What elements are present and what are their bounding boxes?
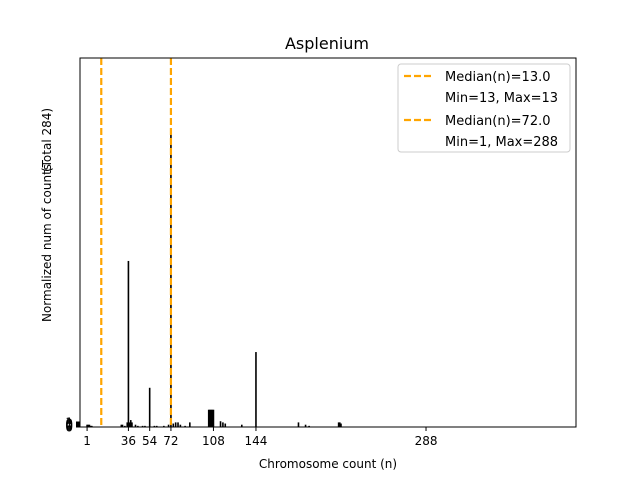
bar (172, 423, 175, 427)
bar (211, 409, 214, 427)
x-tick-label: 72 (163, 434, 178, 448)
x-axis-ticks: 1 36 54 72 108 144 288 (83, 427, 437, 448)
x-tick-label: 54 (142, 434, 157, 448)
bar (308, 425, 310, 427)
chart-title: Asplenium (285, 34, 369, 53)
bar (127, 260, 130, 427)
x-tick-label: 144 (245, 434, 268, 448)
legend: Median(n)=13.0 Min=13, Max=13 Median(n)=… (397, 63, 571, 153)
y-axis-total-label: (Total 284) (40, 108, 54, 172)
bar (163, 425, 165, 427)
y-tick-label: 1 (65, 416, 73, 430)
bar (207, 409, 210, 427)
bar (337, 422, 340, 427)
legend-label-2: Median(n)=72.0 (445, 114, 551, 129)
bar (167, 424, 170, 427)
bar (121, 424, 124, 427)
bar (91, 425, 93, 427)
x-axis-label: Chromosome count (n) (259, 457, 397, 471)
legend-sublabel-2: Min=1, Max=288 (445, 135, 558, 150)
median-lines (100, 58, 173, 427)
bar (134, 424, 137, 427)
bar (222, 422, 224, 427)
bar (88, 424, 91, 427)
bar (120, 424, 123, 427)
y-axis-label: Normalized num of counts (40, 164, 54, 322)
bar (141, 425, 144, 427)
bar (189, 422, 191, 427)
bar (148, 387, 151, 427)
y-tick-label: 0 (65, 418, 73, 432)
axes-frame (79, 57, 577, 428)
bar (126, 422, 129, 427)
bar (155, 425, 158, 427)
legend-box (397, 63, 571, 153)
bar (89, 425, 92, 427)
bar (210, 409, 212, 427)
x-tick-label: 1 (83, 434, 91, 448)
bar (339, 422, 341, 427)
bar (124, 425, 126, 427)
bar (129, 420, 132, 427)
y-tick-label: 0 (65, 421, 73, 435)
bar (209, 409, 211, 427)
bar (128, 422, 131, 427)
bars (86, 134, 342, 428)
bar (304, 424, 307, 427)
bar (184, 425, 186, 427)
legend-sublabel-1: Min=13, Max=13 (445, 91, 558, 106)
bar (179, 424, 182, 427)
y-tick-label: 0 (65, 419, 73, 433)
x-tick-label: 108 (202, 434, 225, 448)
y-tick-label: 0 (65, 417, 73, 431)
x-tick-label: 288 (415, 434, 438, 448)
bar (177, 422, 179, 427)
bar (219, 421, 222, 427)
bar (87, 424, 90, 427)
legend-label-1: Median(n)=13.0 (445, 70, 551, 85)
y-tick-label: 0 (65, 420, 73, 434)
bar (174, 422, 177, 427)
bar (212, 409, 215, 427)
bar (144, 425, 146, 427)
bar (340, 423, 342, 427)
bar (224, 423, 227, 427)
bar (240, 424, 243, 427)
bar (153, 425, 156, 427)
x-tick-label: 36 (121, 434, 136, 448)
bar (131, 422, 133, 427)
bar (86, 424, 88, 427)
bar (137, 425, 139, 427)
bar (255, 352, 257, 427)
bar (297, 422, 300, 427)
